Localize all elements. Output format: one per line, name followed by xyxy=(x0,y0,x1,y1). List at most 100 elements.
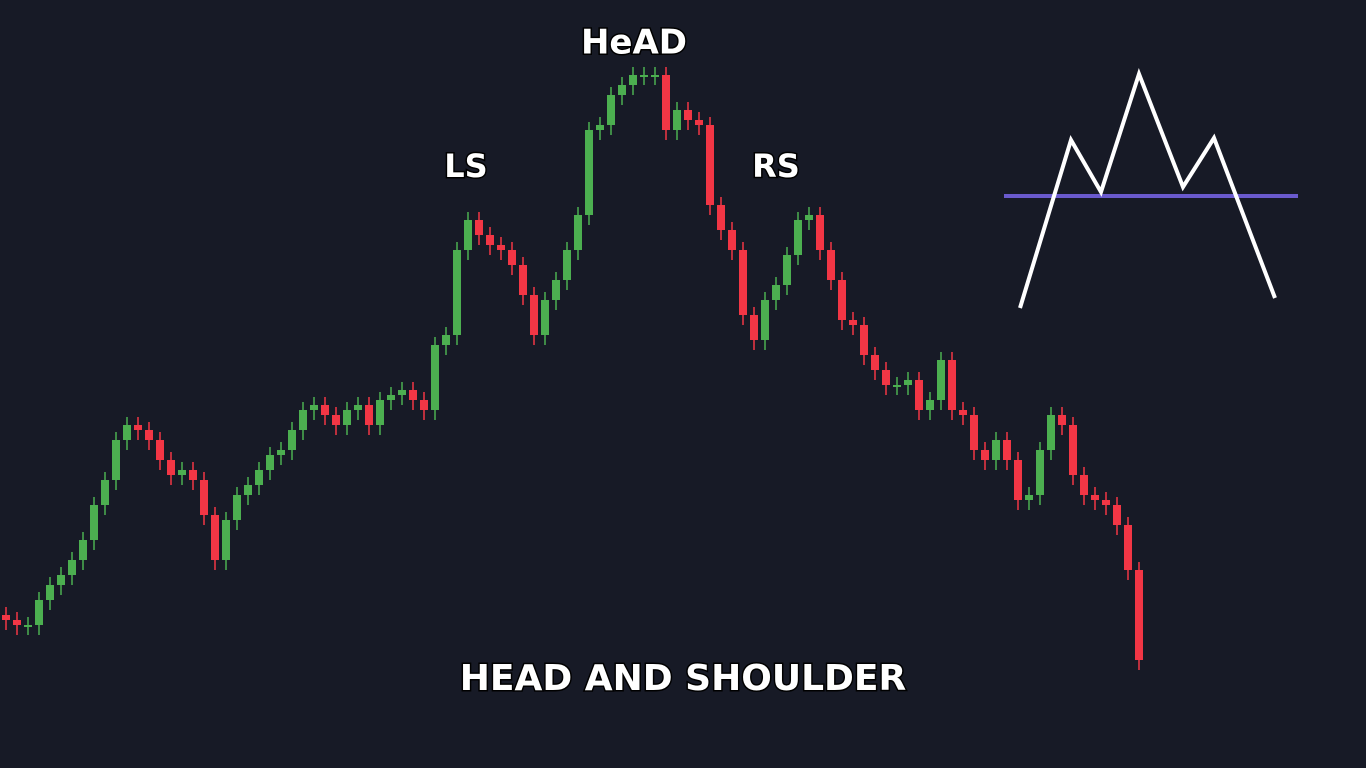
candle-body xyxy=(244,485,252,495)
candle-body xyxy=(508,250,516,265)
candle-body xyxy=(200,480,208,515)
candle-body xyxy=(189,470,197,480)
candle-body xyxy=(860,325,868,355)
candle-body xyxy=(904,380,912,385)
candle-body xyxy=(772,285,780,300)
candle-body xyxy=(332,415,340,425)
candle-body xyxy=(640,75,648,77)
candle-body xyxy=(2,615,10,620)
candle-body xyxy=(343,410,351,425)
candle-body xyxy=(24,625,32,627)
candle-body xyxy=(519,265,527,295)
candle-body xyxy=(299,410,307,430)
candle-body xyxy=(1036,450,1044,495)
candle-body xyxy=(222,520,230,560)
candle-body xyxy=(255,470,263,485)
candle-body xyxy=(266,455,274,470)
candle-body xyxy=(992,440,1000,460)
caption: HEAD AND SHOULDER xyxy=(460,658,906,699)
candle-body xyxy=(431,345,439,410)
candle-body xyxy=(651,75,659,77)
candle-body xyxy=(1135,570,1143,660)
candle-body xyxy=(1113,505,1121,525)
candle-body xyxy=(1047,415,1055,450)
candle-body xyxy=(981,450,989,460)
candle-body xyxy=(1091,495,1099,500)
candle-body xyxy=(849,320,857,325)
candle-body xyxy=(288,430,296,450)
candle-body xyxy=(211,515,219,560)
candle-body xyxy=(607,95,615,125)
candle-body xyxy=(1102,500,1110,505)
candle-body xyxy=(948,360,956,410)
candle-body xyxy=(79,540,87,560)
candle-body xyxy=(420,400,428,410)
candle-body xyxy=(277,450,285,455)
candle-body xyxy=(882,370,890,385)
candle-body xyxy=(1014,460,1022,500)
candle-body xyxy=(541,300,549,335)
candle-body xyxy=(35,600,43,625)
candle-body xyxy=(585,130,593,215)
candle-body xyxy=(90,505,98,540)
candle-body xyxy=(1124,525,1132,570)
candle-body xyxy=(442,335,450,345)
candle-body xyxy=(178,470,186,475)
candle-body xyxy=(387,395,395,400)
candle-body xyxy=(706,125,714,205)
candle-body xyxy=(409,390,417,400)
candle-body xyxy=(563,250,571,280)
candle-body xyxy=(794,220,802,255)
candle-body xyxy=(1025,495,1033,500)
candle-body xyxy=(321,405,329,415)
candle-body xyxy=(464,220,472,250)
left-shoulder-label: LS xyxy=(444,147,487,185)
candle-body xyxy=(816,215,824,250)
candle-body xyxy=(673,110,681,130)
candle-body xyxy=(13,620,21,625)
candle-body xyxy=(871,355,879,370)
candles xyxy=(2,67,1143,670)
candle-body xyxy=(530,295,538,335)
candle-body xyxy=(1069,425,1077,475)
candle-body xyxy=(739,250,747,315)
candle-body xyxy=(937,360,945,400)
candle-body xyxy=(662,75,670,130)
candle-body xyxy=(695,120,703,125)
pattern-diagram xyxy=(1004,68,1298,309)
candle-body xyxy=(915,380,923,410)
candle-body xyxy=(596,125,604,130)
candle-body xyxy=(475,220,483,235)
candle-body xyxy=(145,430,153,440)
candle-body xyxy=(376,400,384,425)
candle-body xyxy=(728,230,736,250)
candle-body xyxy=(684,110,692,120)
candle-body xyxy=(112,440,120,480)
candle-body xyxy=(750,315,758,340)
candle-body xyxy=(398,390,406,395)
candle-body xyxy=(959,410,967,415)
candle-body xyxy=(1080,475,1088,495)
candle-body xyxy=(486,235,494,245)
candle-body xyxy=(926,400,934,410)
candle-body xyxy=(156,440,164,460)
candle-body xyxy=(453,250,461,335)
candle-body xyxy=(827,250,835,280)
candle-body xyxy=(629,75,637,85)
candle-body xyxy=(1003,440,1011,460)
candle-body xyxy=(893,385,901,387)
candle-body xyxy=(365,405,373,425)
candle-body xyxy=(618,85,626,95)
candle-body xyxy=(310,405,318,410)
pattern-outline xyxy=(1018,68,1277,309)
candle-body xyxy=(354,405,362,410)
candle-body xyxy=(838,280,846,320)
candle-body xyxy=(497,245,505,250)
candle-body xyxy=(970,415,978,450)
right-shoulder-label: RS xyxy=(752,147,800,185)
candle-body xyxy=(123,425,131,440)
candle-body xyxy=(68,560,76,575)
